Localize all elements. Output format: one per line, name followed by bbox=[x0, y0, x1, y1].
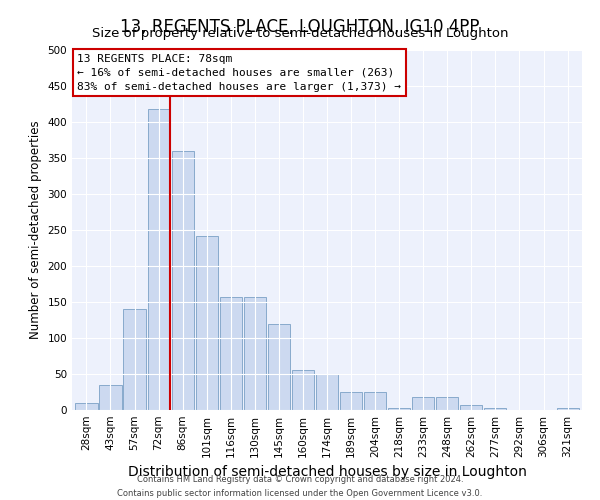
Bar bbox=[220, 297, 242, 410]
Bar bbox=[244, 297, 266, 410]
X-axis label: Distribution of semi-detached houses by size in Loughton: Distribution of semi-detached houses by … bbox=[128, 466, 526, 479]
Bar bbox=[100, 385, 122, 410]
Text: 13, REGENTS PLACE, LOUGHTON, IG10 4PP: 13, REGENTS PLACE, LOUGHTON, IG10 4PP bbox=[120, 18, 480, 36]
Bar bbox=[557, 408, 578, 410]
Bar bbox=[172, 151, 194, 410]
Bar bbox=[364, 392, 386, 410]
Bar bbox=[436, 397, 458, 410]
Bar bbox=[412, 397, 434, 410]
Bar bbox=[292, 370, 314, 410]
Bar bbox=[316, 374, 338, 410]
Bar bbox=[268, 324, 290, 410]
Bar bbox=[124, 309, 146, 410]
Bar bbox=[196, 236, 218, 410]
Text: Contains HM Land Registry data © Crown copyright and database right 2024.
Contai: Contains HM Land Registry data © Crown c… bbox=[118, 476, 482, 498]
Text: Size of property relative to semi-detached houses in Loughton: Size of property relative to semi-detach… bbox=[92, 28, 508, 40]
Bar bbox=[76, 403, 98, 410]
Text: 13 REGENTS PLACE: 78sqm
← 16% of semi-detached houses are smaller (263)
83% of s: 13 REGENTS PLACE: 78sqm ← 16% of semi-de… bbox=[77, 54, 401, 92]
Bar bbox=[460, 405, 482, 410]
Bar bbox=[148, 109, 170, 410]
Bar bbox=[484, 408, 506, 410]
Bar bbox=[340, 392, 362, 410]
Y-axis label: Number of semi-detached properties: Number of semi-detached properties bbox=[29, 120, 42, 340]
Bar bbox=[388, 408, 410, 410]
